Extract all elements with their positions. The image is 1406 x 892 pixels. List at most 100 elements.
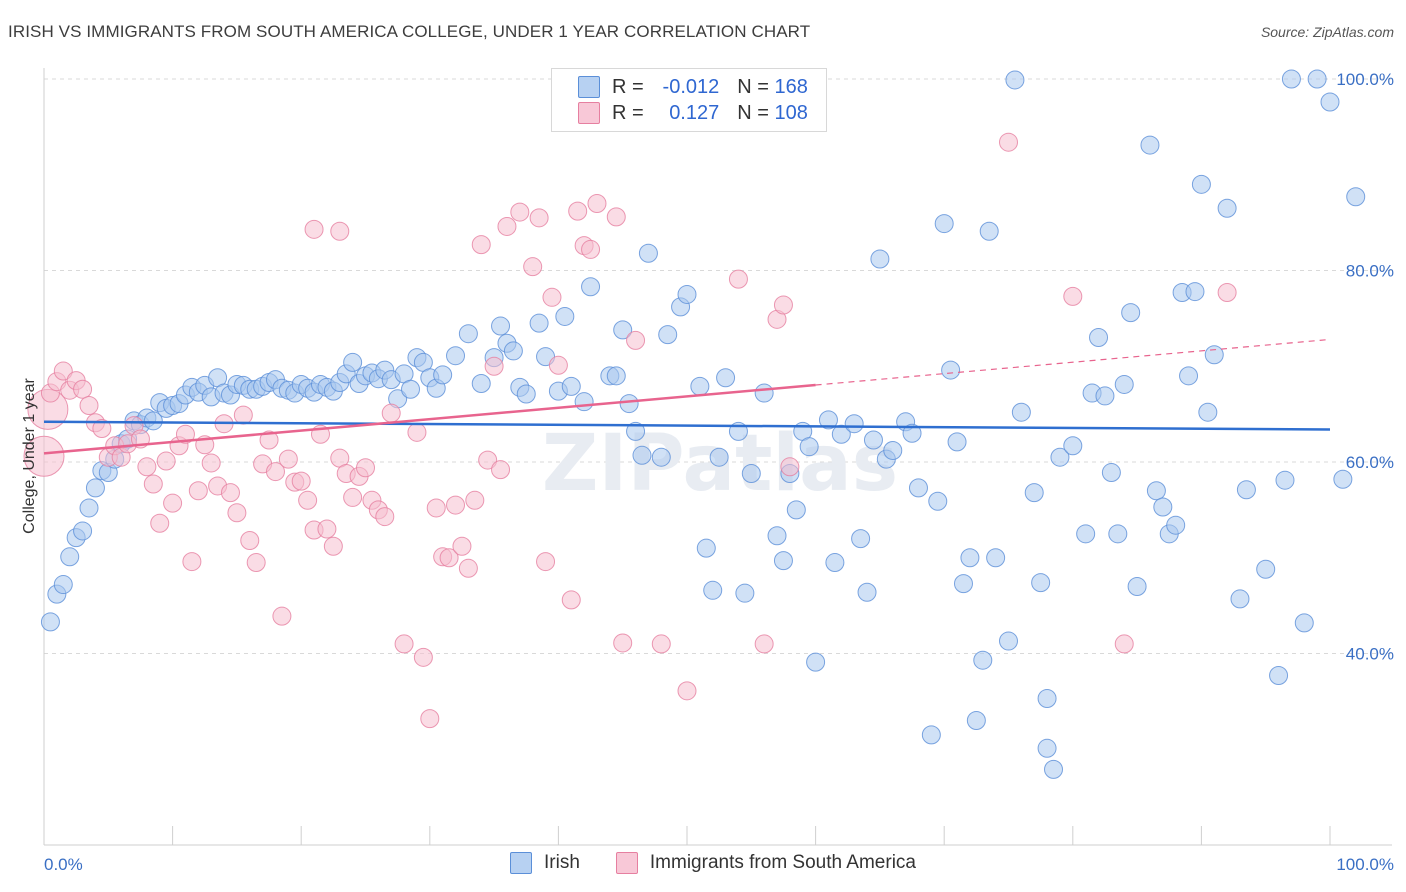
irish-point — [574, 392, 594, 412]
sa-legend-swatch — [615, 852, 638, 874]
sa-point — [439, 548, 459, 568]
sa-point — [754, 634, 774, 654]
irish-point — [1256, 559, 1276, 579]
sa-point — [581, 239, 601, 259]
irish-point — [1333, 469, 1353, 489]
sa-point — [536, 552, 556, 572]
irish-legend-swatch — [510, 852, 532, 874]
irish-swatch — [578, 76, 600, 98]
sa-point — [394, 634, 414, 654]
irish-point — [1320, 92, 1340, 112]
legend-r-value: 0.127 — [669, 101, 720, 124]
irish-point — [1140, 135, 1160, 155]
irish-point — [979, 221, 999, 241]
sa-point — [446, 495, 466, 515]
irish-point — [1037, 689, 1057, 709]
irish-point — [1191, 174, 1211, 194]
sa-point — [317, 519, 337, 539]
sa-point — [343, 487, 363, 507]
irish-point — [1095, 386, 1115, 406]
series-legend: Irish Immigrants from South America — [510, 852, 952, 874]
sa-point — [587, 193, 607, 213]
sa-point — [626, 330, 646, 350]
sa-point — [233, 405, 253, 425]
sa-point — [240, 531, 260, 551]
irish-point — [1230, 589, 1250, 609]
irish-point — [953, 574, 973, 594]
irish-point — [709, 447, 729, 467]
legend-n-value: 168 — [774, 75, 808, 98]
irish-point — [754, 383, 774, 403]
sa-point — [491, 460, 511, 480]
irish-point — [941, 360, 961, 380]
irish-point — [767, 526, 787, 546]
irish-point — [863, 430, 883, 450]
irish-point — [716, 368, 736, 388]
irish-point — [1146, 481, 1166, 501]
sa-point — [465, 490, 485, 510]
sa-point — [426, 498, 446, 518]
irish-point — [433, 365, 453, 385]
irish-point — [818, 410, 838, 430]
sa-point — [246, 553, 266, 573]
irish-point — [1011, 402, 1031, 422]
sa-point — [452, 536, 472, 556]
irish-point — [401, 379, 421, 399]
sa-point — [613, 633, 633, 653]
sa-point — [523, 257, 543, 277]
sa-point — [1217, 283, 1237, 303]
sa-point — [728, 269, 748, 289]
irish-point — [851, 529, 871, 549]
sa-point — [999, 132, 1018, 152]
irish-point — [908, 478, 928, 498]
trend-line-extension — [815, 338, 1331, 386]
irish-point — [1037, 738, 1057, 758]
irish-point — [1294, 613, 1314, 633]
sa-point — [156, 451, 176, 471]
sa-point — [478, 450, 498, 470]
irish-point — [986, 548, 1006, 568]
sa-point — [407, 422, 427, 442]
irish-point — [921, 725, 941, 745]
irish-point — [458, 324, 478, 344]
irish-point — [831, 424, 851, 444]
irish-point — [581, 277, 601, 297]
sa-point — [163, 493, 183, 513]
irish-point — [966, 711, 986, 731]
irish-point — [1031, 573, 1051, 593]
irish-point — [844, 414, 864, 434]
irish-point — [999, 631, 1018, 651]
irish-point — [1076, 524, 1096, 544]
irish-point — [1269, 666, 1289, 686]
irish-point — [651, 447, 671, 467]
legend-n-value: 108 — [774, 101, 808, 124]
irish-point — [1179, 366, 1199, 386]
irish-point — [677, 284, 697, 304]
sa-point — [568, 201, 588, 221]
sa-point — [780, 457, 800, 477]
irish-point — [1044, 759, 1064, 779]
y-tick-label: 60.0% — [1346, 453, 1394, 472]
irish-point — [870, 249, 890, 269]
irish-point — [529, 313, 549, 333]
irish-point — [741, 463, 761, 483]
x-tick-label: 0.0% — [44, 855, 83, 874]
irish-point — [561, 376, 581, 396]
irish-point — [143, 411, 163, 431]
irish-point — [60, 547, 80, 567]
sa-point — [53, 361, 73, 381]
irish-point — [79, 498, 99, 518]
legend-r-label: R = — [612, 101, 644, 124]
sa-point — [143, 474, 163, 494]
sa-legend-label: Immigrants from South America — [649, 852, 916, 873]
irish-point — [1114, 374, 1134, 394]
irish-point — [613, 320, 633, 340]
irish-point — [53, 575, 73, 595]
legend-row-irish: R = -0.012 N = 168 — [578, 74, 808, 100]
irish-point — [973, 650, 993, 670]
irish-point — [1089, 328, 1109, 348]
irish-point — [638, 243, 658, 263]
irish-point — [1346, 187, 1366, 207]
irish-point — [902, 423, 922, 443]
